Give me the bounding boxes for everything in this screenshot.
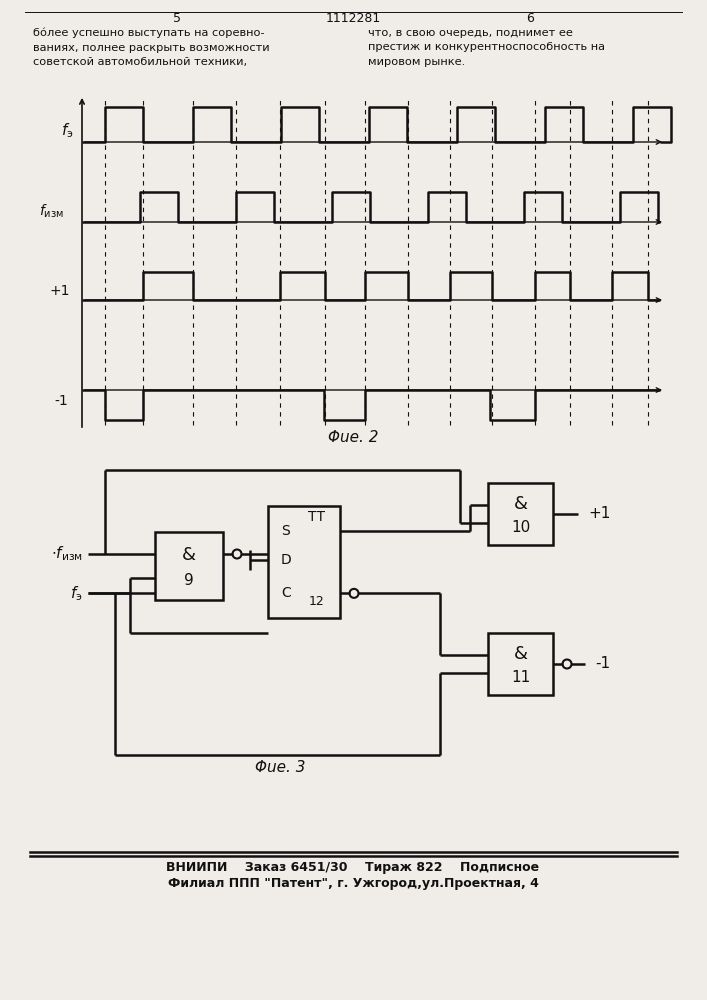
Text: $\cdot f_{\mathsf{изм}}$: $\cdot f_{\mathsf{изм}}$ [51, 545, 83, 563]
Text: &: & [182, 546, 196, 564]
Text: 9: 9 [184, 573, 194, 588]
Bar [268, 506, 340, 618]
Text: Φue. 2: Φue. 2 [328, 430, 378, 446]
Bar [488, 633, 553, 695]
Bar [488, 483, 553, 545]
Text: бóлее успешно выступать на соревно-
ваниях, полнее раскрыть возможности
советско: бóлее успешно выступать на соревно- вани… [33, 28, 269, 67]
Text: $f_{\mathsf{э}}$: $f_{\mathsf{э}}$ [62, 121, 74, 140]
Text: что, в свою очередь, поднимет ее
престиж и конкурентноспособность на
мировом рын: что, в свою очередь, поднимет ее престиж… [368, 28, 605, 67]
Text: ТТ: ТТ [308, 510, 325, 524]
Text: 12: 12 [309, 595, 325, 608]
Text: &: & [513, 495, 527, 513]
Text: S: S [281, 524, 291, 538]
Text: 5: 5 [173, 12, 181, 25]
Text: $f_{\mathsf{э}}$: $f_{\mathsf{э}}$ [71, 584, 83, 603]
Text: -1: -1 [595, 656, 610, 672]
Text: &: & [513, 645, 527, 663]
Text: 6: 6 [526, 12, 534, 25]
Text: 11: 11 [511, 670, 530, 685]
Text: -1: -1 [54, 394, 68, 408]
Text: D: D [281, 553, 291, 567]
Text: Филиал ППП "Патент", г. Ужгород,ул.Проектная, 4: Филиал ППП "Патент", г. Ужгород,ул.Проек… [168, 878, 539, 890]
Text: +1: +1 [588, 506, 610, 522]
Text: $f_{\mathsf{изм}}$: $f_{\mathsf{изм}}$ [39, 203, 64, 220]
Text: C: C [281, 586, 291, 600]
Text: Φue. 3: Φue. 3 [255, 760, 305, 776]
Text: ВНИИПИ    Заказ 6451/30    Тираж 822    Подписное: ВНИИПИ Заказ 6451/30 Тираж 822 Подписное [166, 861, 539, 874]
Text: 10: 10 [511, 520, 530, 535]
Text: +1: +1 [49, 284, 70, 298]
Text: 1112281: 1112281 [325, 12, 380, 25]
Bar [155, 532, 223, 600]
